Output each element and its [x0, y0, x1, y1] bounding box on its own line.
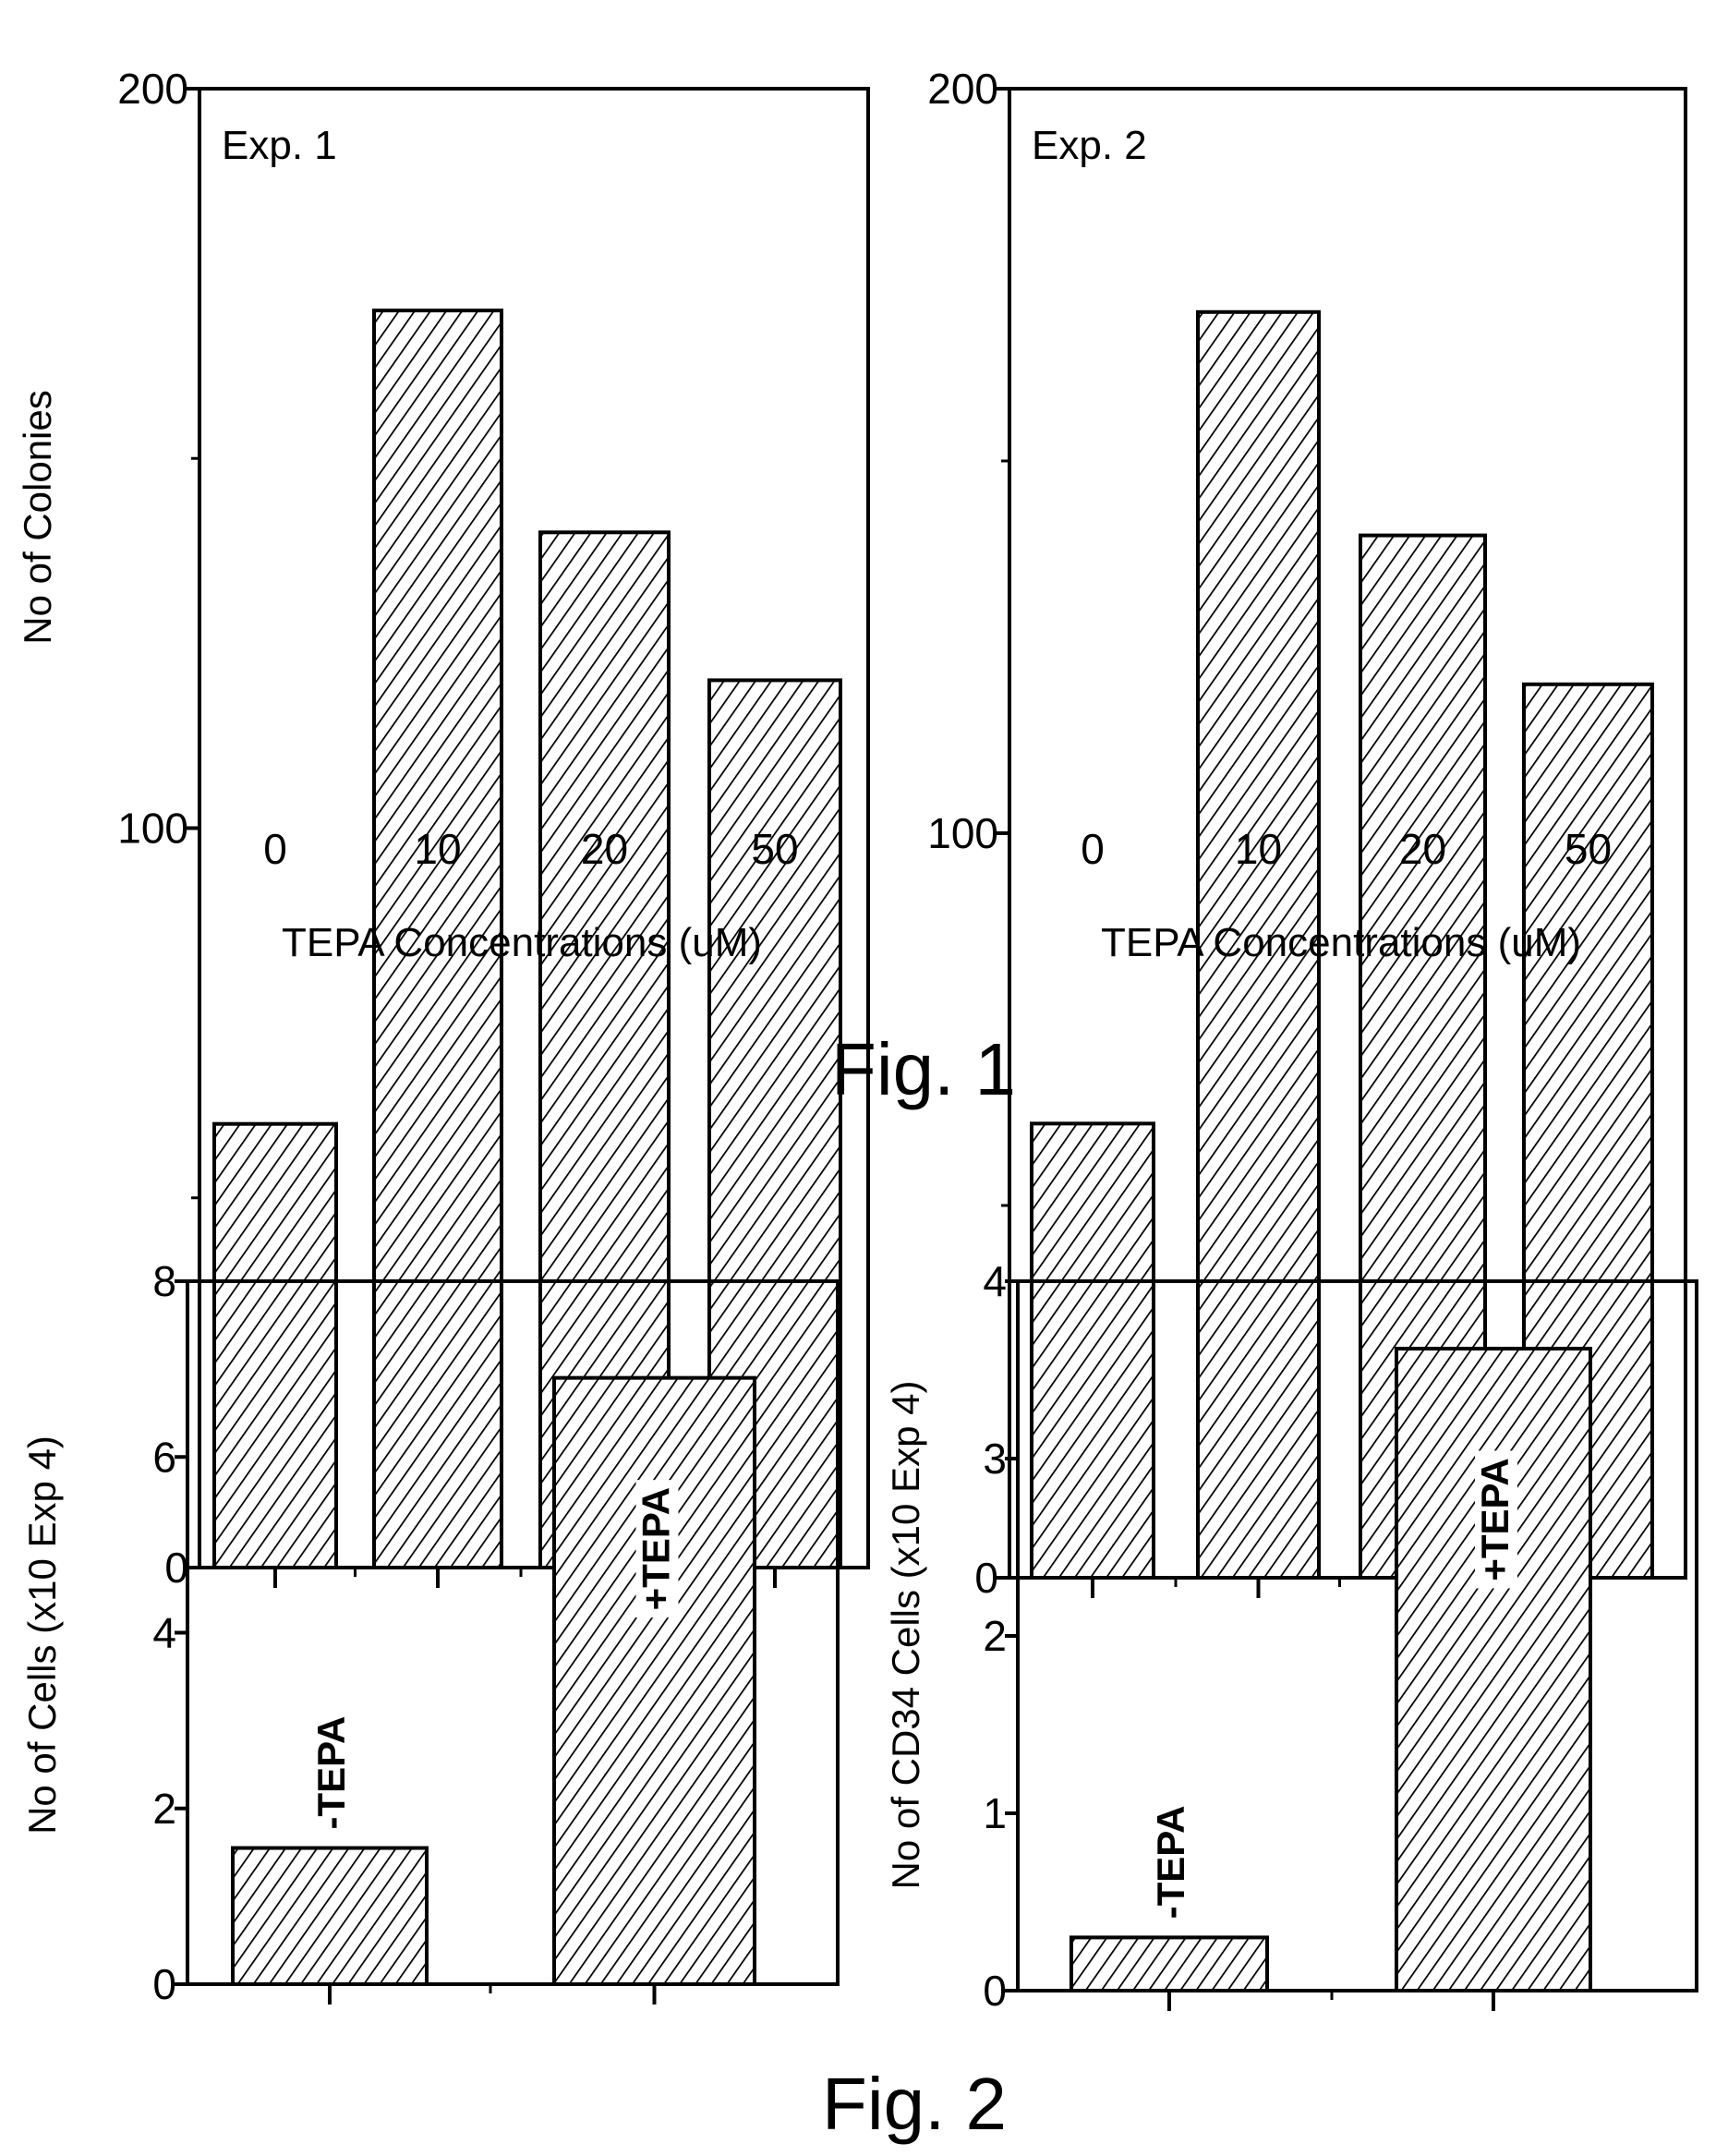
y-tick-label: 200: [927, 65, 998, 113]
y-tick-label: 4: [983, 1257, 1007, 1305]
y-tick-label: 100: [117, 805, 188, 853]
bar-0: [1032, 1123, 1154, 1578]
y-tick-label: 1: [983, 1789, 1007, 1837]
chart-1: 0 100 200 0 10 20 50 Exp. 1 No of Colonies TEPA C…: [16, 65, 868, 1592]
bar-label-group: +TEPA: [1473, 1450, 1517, 1588]
fig1-caption: Fig. 1: [831, 1028, 1016, 1110]
bar-label-group: -TEPA: [309, 1698, 354, 1835]
x-axis-label: TEPA Concentrations (uM): [282, 920, 762, 965]
bar--TEPA: [233, 1848, 427, 1984]
bar-label: +TEPA: [634, 1487, 678, 1610]
bar--TEPA: [1071, 1937, 1267, 1991]
x-tick-label: 50: [751, 825, 798, 873]
x-tick-label: 20: [1399, 825, 1446, 873]
experiment-label: Exp. 2: [1032, 123, 1147, 168]
x-tick-label: 50: [1565, 825, 1612, 873]
y-tick-label: 2: [983, 1612, 1007, 1660]
bar-+TEPA: [1396, 1349, 1590, 1991]
figure-canvas: 01002000102050Exp. 1No of ColoniesTEPA C…: [0, 0, 1716, 2156]
y-tick-label: 4: [152, 1609, 176, 1657]
y-axis-label: No of CD34 Cells (x10 Exp 4): [884, 1381, 927, 1890]
y-tick-label: 100: [927, 809, 998, 857]
y-tick-label: 200: [117, 65, 188, 113]
y-tick-label: 0: [152, 1960, 176, 2008]
y-axis-label: No of Cells (x10 Exp 4): [20, 1435, 64, 1835]
x-tick-label: 10: [414, 825, 461, 873]
experiment-label: Exp. 1: [222, 123, 337, 168]
bar-label: +TEPA: [1473, 1458, 1517, 1581]
y-tick-label: 0: [983, 1967, 1007, 2015]
y-tick-label: 3: [983, 1435, 1007, 1483]
y-tick-label: 6: [152, 1433, 176, 1481]
bar-+TEPA: [554, 1378, 755, 1984]
bar-label-group: -TEPA: [1149, 1787, 1193, 1924]
x-tick-label: 10: [1235, 825, 1282, 873]
bar-label-group: +TEPA: [634, 1480, 679, 1617]
x-tick-label: 0: [263, 825, 287, 873]
fig2-caption: Fig. 2: [822, 2063, 1007, 2145]
bar-label: -TEPA: [309, 1716, 353, 1830]
x-tick-label: 20: [581, 825, 628, 873]
x-axis-label: TEPA Concentrations (uM): [1101, 920, 1581, 965]
x-tick-label: 0: [1081, 825, 1105, 873]
y-axis-label: No of Colonies: [16, 390, 59, 644]
y-tick-label: 8: [152, 1257, 176, 1305]
y-tick-label: 0: [164, 1544, 188, 1592]
y-tick-label: 0: [974, 1554, 998, 1602]
bar-label: -TEPA: [1149, 1806, 1192, 1920]
bar-0: [214, 1124, 336, 1568]
y-tick-label: 2: [152, 1785, 176, 1833]
